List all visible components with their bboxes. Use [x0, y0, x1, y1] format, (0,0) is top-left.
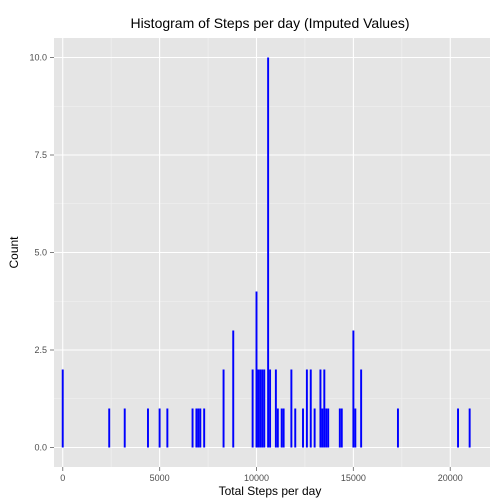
x-axis-ticks: 0 5000 10000 15000 20000 — [60, 467, 463, 483]
histogram-bar — [323, 369, 326, 448]
histogram-bar — [294, 408, 297, 448]
histogram-bar — [147, 408, 149, 448]
histogram-bar — [259, 369, 262, 448]
histogram-bar — [263, 369, 266, 448]
x-axis-label: Total Steps per day — [219, 484, 322, 498]
histogram-bar — [290, 369, 293, 448]
x-tick-label: 0 — [60, 473, 65, 483]
histogram-bar — [325, 408, 328, 448]
histogram-bar — [261, 369, 264, 448]
histogram-bar — [302, 408, 304, 448]
x-tick-label: 20000 — [438, 473, 463, 483]
y-tick-label: 2.5 — [34, 345, 47, 355]
histogram-bar — [191, 408, 194, 448]
histogram-bar — [257, 369, 260, 448]
histogram-bar — [166, 408, 169, 448]
histogram-bar — [251, 369, 254, 448]
y-tick-label: 10.0 — [29, 53, 47, 63]
histogram-bar — [203, 408, 206, 448]
histogram-bar — [305, 369, 308, 448]
histogram-bar — [360, 369, 363, 448]
histogram-bar — [269, 369, 272, 448]
histogram-bar — [232, 330, 235, 448]
y-tick-label: 5.0 — [34, 248, 47, 258]
histogram-bar — [123, 408, 126, 448]
histogram-bar — [309, 369, 312, 448]
histogram-bar — [282, 408, 285, 448]
chart-title: Histogram of Steps per day (Imputed Valu… — [130, 15, 409, 31]
histogram-bar — [267, 57, 270, 448]
histogram-bar — [319, 369, 322, 448]
histogram-bar — [274, 369, 277, 448]
x-tick-label: 15000 — [341, 473, 366, 483]
y-axis-ticks: 0.0 2.5 5.0 7.5 10.0 — [29, 53, 54, 453]
y-tick-label: 7.5 — [34, 150, 47, 160]
histogram-bar — [338, 408, 341, 448]
histogram-bar — [199, 408, 202, 448]
histogram-bar — [195, 408, 198, 448]
histogram-bar — [321, 408, 324, 448]
x-tick-label: 5000 — [150, 473, 170, 483]
histogram-bar — [255, 291, 258, 448]
histogram-bar — [197, 408, 200, 448]
histogram-bar — [457, 408, 459, 448]
histogram-bar — [222, 369, 225, 448]
x-tick-label: 10000 — [244, 473, 269, 483]
histogram-bar — [396, 408, 399, 448]
histogram-bar — [280, 408, 283, 448]
histogram-bar — [468, 408, 471, 448]
histogram-bar — [158, 408, 161, 448]
y-tick-label: 0.0 — [34, 443, 47, 453]
histogram-bar — [61, 369, 64, 448]
histogram-bar — [340, 408, 343, 448]
histogram-bar — [327, 408, 330, 448]
histogram-bar — [313, 408, 316, 448]
histogram-bar — [352, 330, 355, 448]
histogram-bar — [108, 408, 111, 448]
histogram-bars — [61, 57, 471, 448]
y-axis-label: Count — [7, 236, 21, 269]
histogram-bar — [276, 408, 279, 448]
histogram-bar — [354, 408, 357, 448]
